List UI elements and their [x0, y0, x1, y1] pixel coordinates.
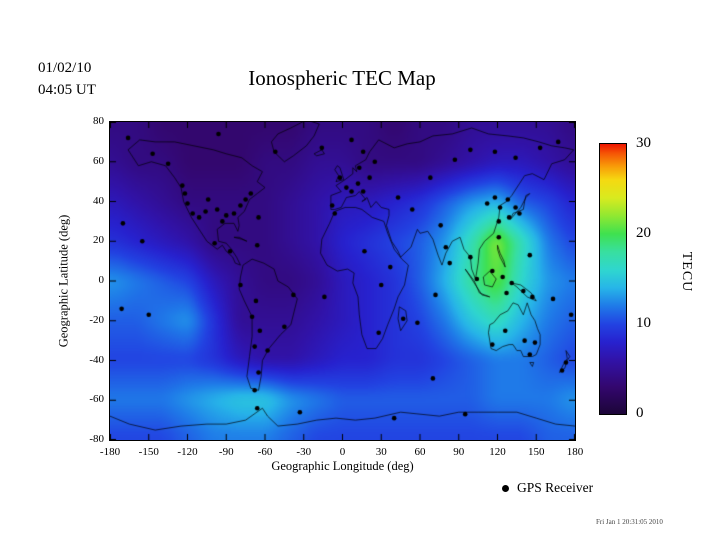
- x-tick-label: -60: [257, 446, 273, 458]
- colorbar-tick-label: 0: [636, 405, 644, 421]
- colorbar-unit-label: TECU: [679, 251, 694, 293]
- y-tick-label: -60: [89, 393, 104, 406]
- colorbar-tick-label: 20: [636, 225, 651, 241]
- observation-date: 01/02/10: [38, 60, 92, 76]
- x-tick-label: 120: [489, 446, 506, 458]
- y-tick-label: -20: [89, 313, 104, 326]
- y-tick-label: 80: [93, 115, 104, 127]
- x-tick-label: -150: [138, 446, 159, 458]
- y-tick-label: -80: [89, 433, 104, 445]
- colorbar-tick-label: 10: [636, 315, 651, 331]
- x-tick-label: -30: [296, 446, 312, 458]
- tec-map-plot-frame: [109, 121, 576, 441]
- y-tick-label: 0: [98, 274, 105, 286]
- colorbar: [599, 143, 627, 415]
- observation-time: 04:05 UT: [38, 82, 96, 98]
- tec-map-canvas: [110, 122, 575, 440]
- x-tick-label: 90: [453, 446, 465, 458]
- x-tick-label: -180: [99, 446, 121, 458]
- gps-receiver-legend-label: GPS Receiver: [517, 480, 594, 495]
- x-tick-label: 150: [528, 446, 545, 458]
- x-tick-label: 60: [414, 446, 426, 458]
- x-tick-label: 30: [375, 446, 387, 458]
- x-tick-label: 0: [339, 446, 346, 458]
- y-tick-label: 60: [93, 154, 104, 167]
- colorbar-tick-label: 30: [636, 135, 651, 151]
- y-tick-label: 40: [93, 194, 104, 207]
- render-timestamp: Fri Jan 1 20:31:05 2010: [596, 518, 663, 526]
- x-tick-label: 180: [566, 446, 584, 458]
- page-title: Ionospheric TEC Map: [248, 66, 436, 90]
- x-tick-label: -90: [218, 446, 234, 458]
- y-tick-label: 20: [93, 234, 104, 247]
- x-axis-label: Geographic Longitude (deg): [271, 459, 414, 473]
- gps-receiver-legend: GPS Receiver: [502, 480, 593, 496]
- y-tick-label: -40: [89, 353, 104, 366]
- x-tick-label: -120: [177, 446, 198, 458]
- gps-receiver-dot-icon: [502, 484, 509, 492]
